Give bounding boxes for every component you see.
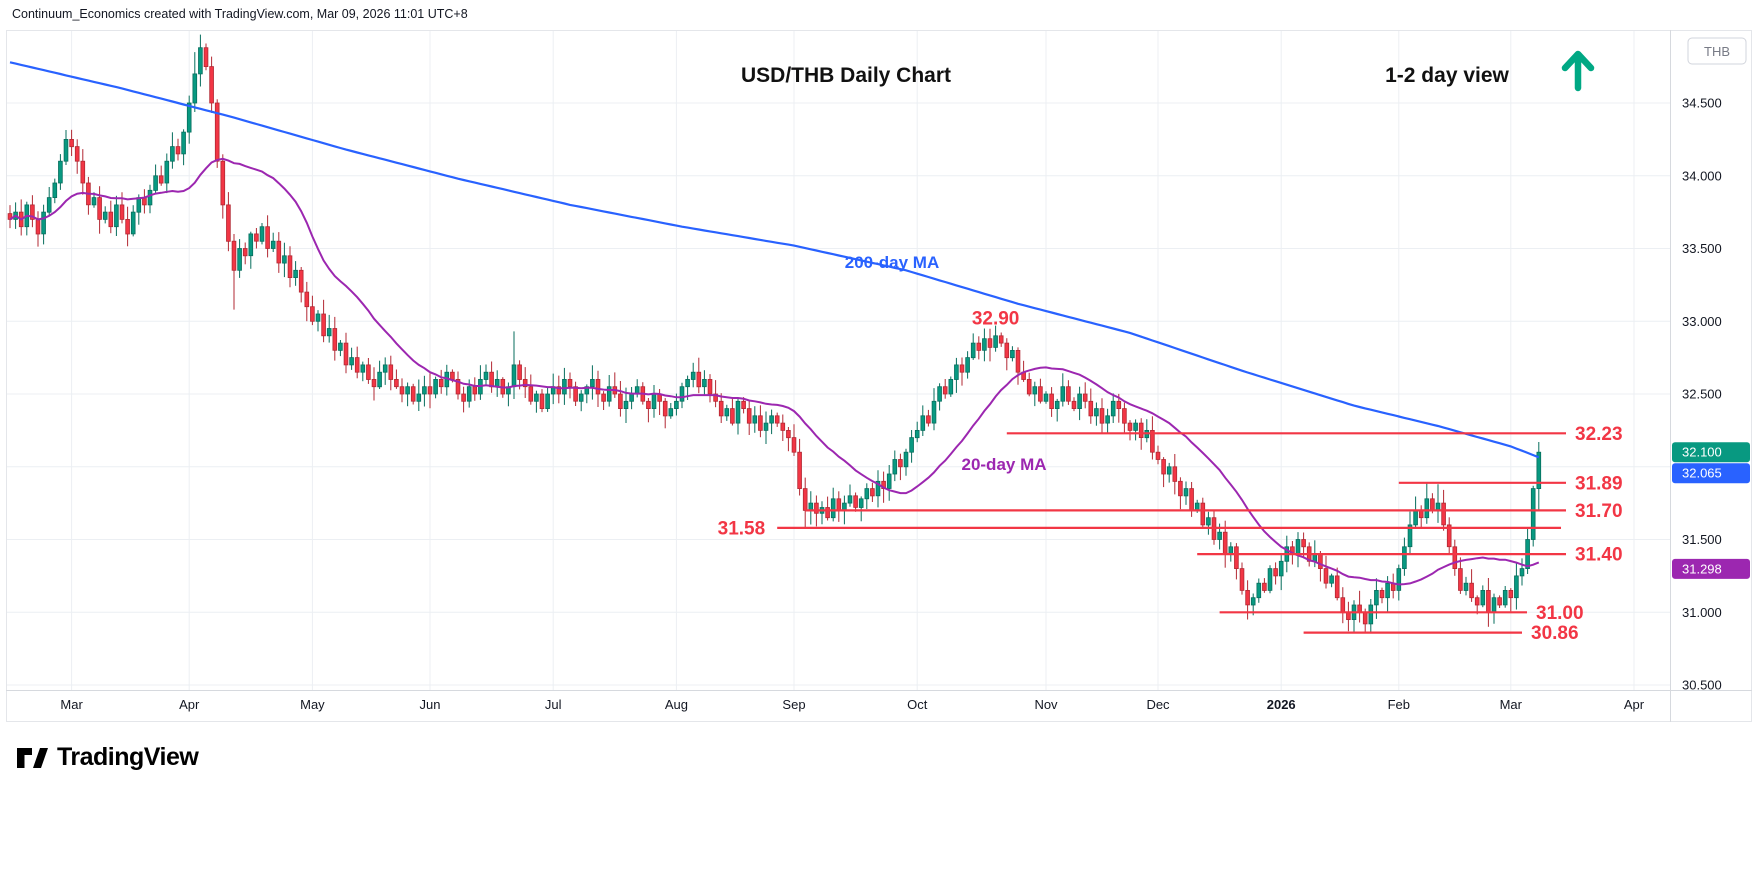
ma20-label: 20-day MA [961, 455, 1046, 474]
y-axis-label: 34.000 [1682, 168, 1722, 183]
x-axis-label: Feb [1388, 697, 1410, 712]
tradingview-logo[interactable]: TradingView [14, 740, 199, 774]
moving-averages[interactable] [9, 61, 1540, 586]
bullish-up-arrow-icon [1561, 50, 1595, 92]
x-axis-label: Oct [907, 697, 928, 712]
x-axis-label: Apr [1624, 697, 1645, 712]
ma200-value-badge [1672, 463, 1750, 484]
axis-currency-label: THB [1704, 44, 1730, 59]
y-axis-label: 31.000 [1682, 605, 1722, 620]
x-axis-label: Aug [665, 697, 688, 712]
price-annotation: 32.90 [972, 308, 1020, 329]
y-axis-label: 33.000 [1682, 314, 1722, 329]
ma200-line[interactable] [9, 61, 1540, 459]
x-axis-label: Nov [1034, 697, 1058, 712]
ma20-line[interactable] [9, 157, 1540, 586]
x-axis-label: Jun [420, 697, 441, 712]
ma20-value-badge-text: 31.298 [1682, 561, 1722, 576]
last-price-badge [1672, 442, 1750, 463]
y-axis-label: 33.500 [1682, 241, 1722, 256]
candlestick-series[interactable] [7, 34, 1542, 634]
level-label: 31.00 [1536, 603, 1584, 624]
chart-title: USD/THB Daily Chart [741, 64, 951, 87]
x-axis-label: May [300, 697, 325, 712]
level-label: 31.70 [1575, 501, 1623, 522]
ma20-value-badge [1672, 558, 1750, 579]
y-axis-label: 30.500 [1682, 678, 1722, 693]
level-label: 31.40 [1575, 545, 1623, 566]
tradingview-logo-icon [17, 748, 48, 768]
last-price-badge-text: 32.100 [1682, 445, 1722, 460]
ma200-label: 200-day MA [845, 253, 939, 272]
y-axis-label: 34.500 [1682, 96, 1722, 111]
level-label: 32.23 [1575, 424, 1623, 445]
x-axis-label: 2026 [1267, 697, 1296, 712]
ma200-value-badge-text: 32.065 [1682, 466, 1722, 481]
level-label: 30.86 [1531, 623, 1579, 644]
x-axis-label: Jul [545, 697, 562, 712]
x-axis-label: Mar [1500, 697, 1523, 712]
attribution-text: Continuum_Economics created with Trading… [12, 7, 468, 21]
view-label: 1-2 day view [1385, 64, 1509, 87]
y-axis-label: 32.500 [1682, 387, 1722, 402]
x-axis-label: Dec [1146, 697, 1170, 712]
price-badges: 32.100 32.065 31.298 [1672, 442, 1750, 579]
x-axis-label: Apr [179, 697, 200, 712]
grid [6, 30, 1670, 690]
x-axis-label: Sep [782, 697, 805, 712]
axes: 34.500 34.000 33.500 33.000 32.500 31.500 31.0… [6, 30, 1752, 722]
y-axis-label: 31.500 [1682, 532, 1722, 547]
tradingview-brand-text: TradingView [57, 742, 199, 771]
level-label: 31.89 [1575, 473, 1623, 494]
level-label: 31.58 [718, 518, 766, 539]
x-axis-label: Mar [60, 697, 83, 712]
axis-currency-box: THB [1687, 37, 1747, 65]
